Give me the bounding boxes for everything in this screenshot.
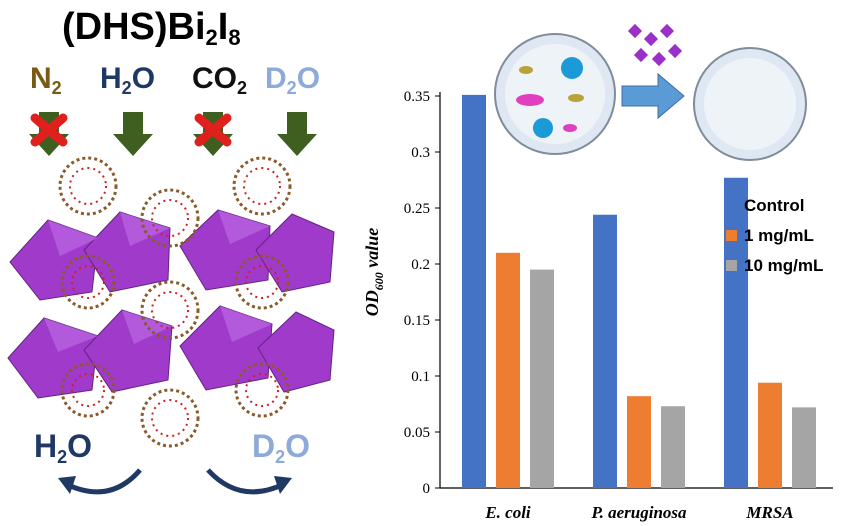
legend-label: 1 mg/mL bbox=[744, 226, 814, 245]
legend-label: Control bbox=[744, 196, 804, 215]
y-tick-label: 0.1 bbox=[411, 369, 430, 385]
structure-title: (DHS)Bi2I8 bbox=[62, 6, 241, 50]
blocked-cross-icon bbox=[30, 113, 68, 147]
bar bbox=[724, 177, 748, 488]
blocked-cross-icon bbox=[194, 113, 232, 147]
mof-particle-icon bbox=[627, 23, 683, 67]
petri-dish-clear-illustration bbox=[693, 47, 807, 161]
bar bbox=[530, 269, 554, 488]
legend-swatch bbox=[726, 260, 737, 271]
bar bbox=[758, 382, 782, 488]
legend-swatch bbox=[726, 230, 737, 241]
arrow-down-icon bbox=[277, 112, 317, 156]
y-tick-label: 0.05 bbox=[404, 425, 430, 441]
x-category-label: E. coli bbox=[484, 503, 531, 522]
gas-label-h2o: H2O bbox=[100, 62, 156, 98]
gas-label-co2: CO2 bbox=[192, 62, 248, 98]
bar bbox=[496, 252, 520, 488]
bar bbox=[627, 396, 651, 488]
y-tick-label: 0.3 bbox=[411, 145, 430, 161]
bar bbox=[462, 94, 486, 488]
exchange-label-h2o: H2O bbox=[34, 428, 93, 467]
bar bbox=[593, 214, 617, 488]
gas-label-n2: N2 bbox=[30, 62, 62, 98]
arrow-right-icon bbox=[621, 72, 685, 120]
arrow-down-icon bbox=[113, 112, 153, 156]
x-category-label: P. aeruginosa bbox=[590, 503, 687, 522]
crystal-structure-illustration bbox=[7, 112, 335, 495]
x-category-label: MRSA bbox=[745, 503, 793, 522]
y-tick-label: 0.35 bbox=[404, 89, 430, 105]
exchange-label-d2o: D2O bbox=[252, 428, 311, 467]
petri-dish-bacteria-illustration bbox=[494, 33, 616, 155]
y-tick-label: 0.2 bbox=[411, 257, 430, 273]
y-axis-label: OD600 value bbox=[362, 228, 386, 317]
bar bbox=[661, 406, 685, 488]
y-tick-label: 0.15 bbox=[404, 313, 430, 329]
legend-label: 10 mg/mL bbox=[744, 256, 823, 275]
gas-label-d2o: D2O bbox=[265, 62, 321, 98]
bar bbox=[792, 407, 816, 488]
legend-swatch bbox=[726, 200, 737, 211]
y-tick-label: 0 bbox=[423, 481, 431, 497]
y-tick-label: 0.25 bbox=[404, 201, 430, 217]
od600-bar-chart: 0 0.05 0.1 0.15 0.2 0.25 0.3 0.35 E. coli P. aer… bbox=[362, 23, 833, 522]
